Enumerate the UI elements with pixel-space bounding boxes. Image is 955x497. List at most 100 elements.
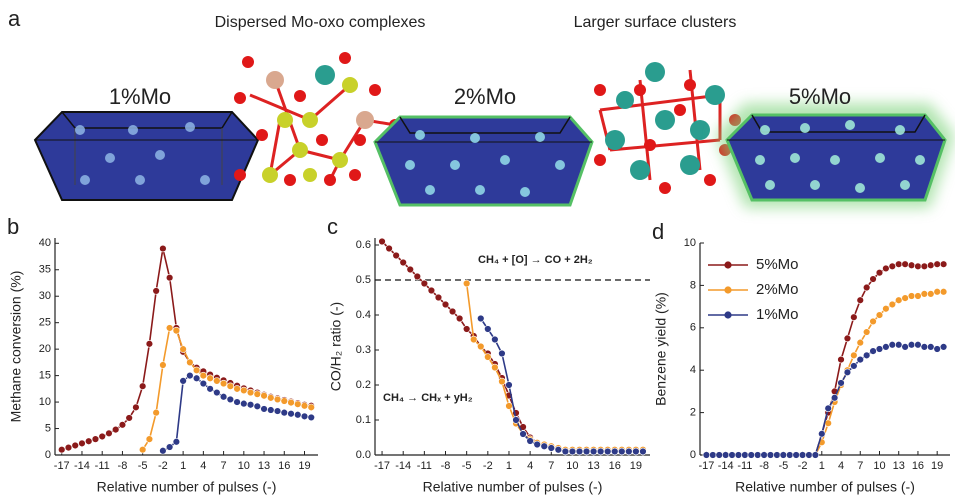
data-point [786, 451, 794, 459]
data-point [895, 296, 903, 304]
data-point [540, 442, 548, 450]
data-point [875, 345, 884, 353]
data-point [213, 377, 221, 385]
data-point [98, 432, 106, 441]
data-point [811, 451, 820, 459]
y-tick-label: 6 [690, 322, 696, 334]
data-point [179, 345, 187, 353]
data-point [152, 408, 160, 417]
y-tick-label: 30 [39, 290, 51, 302]
data-point [927, 261, 935, 269]
data-point [378, 237, 386, 246]
data-point [862, 328, 871, 336]
data-point [818, 430, 826, 438]
data-point [159, 447, 167, 455]
x-tick-label: 10 [873, 460, 885, 472]
data-point [888, 341, 897, 349]
data-point [165, 273, 174, 282]
data-point [882, 264, 890, 273]
data-point [125, 414, 133, 422]
data-point [907, 341, 916, 349]
y-tick-label: 0.4 [356, 309, 371, 321]
sample-label: 1%Mo [109, 84, 171, 109]
series-line [706, 263, 944, 456]
legend-label: 5%Mo [756, 256, 799, 273]
data-point [413, 272, 422, 281]
data-point [582, 447, 591, 456]
x-tick-label: 16 [278, 460, 290, 472]
series-line [141, 326, 312, 451]
y-tick-label: 5 [45, 422, 51, 434]
y-tick-label: 2 [690, 407, 696, 419]
data-point [253, 402, 262, 411]
data-point [753, 451, 762, 459]
x-axis-label: Relative number of pulses (-) [97, 479, 277, 495]
x-tick-label: -8 [441, 460, 451, 472]
data-point [882, 343, 890, 351]
y-axis-label: Benzene yield (%) [653, 292, 669, 406]
caption: Dispersed Mo-oxo complexes [215, 14, 426, 31]
data-point [219, 393, 228, 401]
data-point [632, 447, 640, 456]
data-point [766, 451, 775, 459]
data-point [575, 447, 584, 456]
data-point [179, 377, 187, 385]
data-point [875, 311, 884, 319]
data-point [172, 438, 181, 446]
data-point [165, 324, 174, 332]
data-point [901, 294, 909, 302]
annotation: CH₄ + [O] → CO + 2H₂ [478, 254, 593, 266]
data-point [273, 407, 282, 415]
y-tick-label: 0.3 [356, 344, 371, 356]
data-point [603, 447, 612, 456]
x-tick-label: -14 [395, 460, 411, 472]
data-point [199, 379, 208, 388]
x-tick-label: 19 [931, 460, 943, 472]
x-tick-label: 1 [819, 460, 825, 472]
data-point [273, 395, 282, 404]
data-point [491, 335, 499, 344]
caption: Larger surface clusters [574, 14, 737, 31]
y-tick-label: 0.0 [356, 449, 371, 461]
x-axis-label: Relative number of pulses (-) [423, 479, 603, 495]
data-point [206, 374, 214, 382]
data-point [138, 382, 147, 390]
x-tick-label: 16 [609, 460, 621, 472]
data-point [914, 341, 922, 349]
data-point [132, 403, 140, 412]
y-tick-label: 0.5 [356, 274, 371, 286]
data-point [105, 429, 113, 437]
x-tick-label: 13 [258, 460, 270, 472]
x-tick-label: -14 [718, 460, 734, 472]
y-axis-label: CO/H₂ ratio (-) [328, 302, 344, 391]
data-point [933, 345, 941, 353]
data-point [939, 260, 948, 268]
data-point [186, 358, 194, 367]
data-point [856, 296, 864, 304]
data-point [145, 435, 154, 443]
data-point [192, 374, 201, 382]
data-point [779, 451, 788, 459]
data-point [477, 342, 485, 351]
data-point [875, 268, 884, 277]
data-point [233, 385, 241, 393]
data-point [907, 261, 916, 269]
data-point [260, 405, 268, 413]
data-point [856, 338, 864, 347]
data-point [927, 290, 935, 298]
data-point [78, 439, 86, 448]
data-point [933, 260, 941, 268]
data-point [773, 451, 781, 459]
data-point [907, 292, 916, 300]
x-tick-label: -17 [54, 460, 70, 472]
x-tick-label: -5 [778, 460, 788, 472]
data-point [505, 402, 513, 410]
data-point [939, 288, 948, 296]
x-tick-label: 7 [548, 460, 554, 472]
data-point [888, 300, 897, 309]
y-tick-label: 20 [39, 343, 51, 355]
series-line [706, 343, 944, 456]
data-point [568, 447, 577, 456]
data-point [484, 353, 492, 361]
illustration [33, 52, 955, 208]
